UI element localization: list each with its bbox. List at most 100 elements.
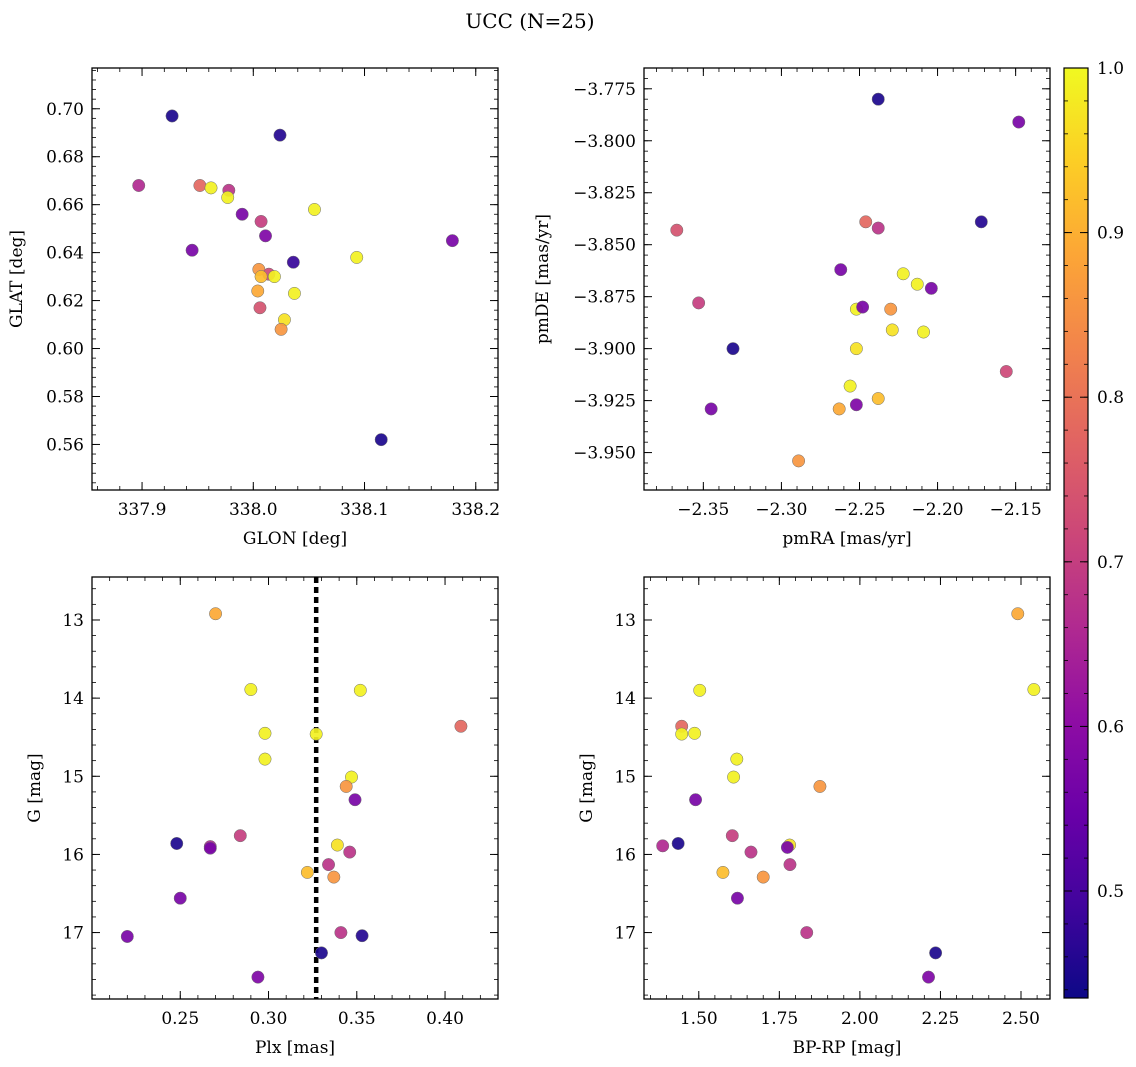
colorbar-tick-label: 0.8 xyxy=(1097,388,1124,408)
data-point xyxy=(675,727,689,741)
x-tick-label: 2.00 xyxy=(841,1009,879,1029)
colorbar-tick-label: 0.5 xyxy=(1097,882,1124,902)
y-tick-label: 0.66 xyxy=(46,196,84,216)
y-axis-label: pmDE [mas/yr] xyxy=(533,214,553,344)
data-point xyxy=(689,793,703,807)
data-point xyxy=(896,267,910,281)
data-point xyxy=(843,379,857,393)
data-point xyxy=(671,837,685,850)
x-tick-label: 338.1 xyxy=(340,500,389,520)
panel-pmra-pmde: −2.35 −2.30 −2.25 −2.20 −2.15 −3.950 −3.925 −3.… xyxy=(533,67,1051,549)
data-point xyxy=(834,263,848,277)
y-axis-label: G [mag] xyxy=(25,753,45,822)
data-point xyxy=(832,402,846,416)
data-point xyxy=(885,323,899,337)
data-point xyxy=(813,779,827,793)
data-point xyxy=(744,845,758,859)
data-point xyxy=(315,946,328,960)
axes-frame xyxy=(643,67,1051,491)
data-point xyxy=(209,607,223,621)
data-point xyxy=(910,277,924,291)
y-tick-label: 14 xyxy=(614,689,636,709)
x-tick-label: 0.40 xyxy=(426,1009,464,1029)
data-point xyxy=(286,255,300,269)
data-point xyxy=(185,243,199,257)
data-point xyxy=(656,839,670,853)
data-point xyxy=(917,325,930,339)
y-tick-label: −3.925 xyxy=(573,392,636,412)
data-point xyxy=(204,181,218,195)
x-tick-label: 338.0 xyxy=(229,500,278,520)
data-point xyxy=(253,301,267,315)
data-point xyxy=(244,683,258,696)
y-tick-label: −3.850 xyxy=(573,236,636,256)
data-point xyxy=(726,342,740,356)
y-tick-label: 15 xyxy=(614,767,636,787)
x-tick-label: −2.30 xyxy=(755,500,807,520)
data-point xyxy=(999,365,1013,378)
data-point xyxy=(871,92,885,106)
y-tick-label: 0.56 xyxy=(46,435,84,455)
x-tick-label: −2.15 xyxy=(990,500,1042,520)
x-tick-label: 2.25 xyxy=(922,1009,960,1029)
colorbar-tick-label: 0.6 xyxy=(1097,717,1124,737)
data-point xyxy=(254,215,268,228)
y-tick-label: 17 xyxy=(62,924,84,944)
data-point xyxy=(924,281,938,295)
x-tick-label: 0.30 xyxy=(250,1009,288,1029)
data-point xyxy=(454,719,468,733)
colorbar-tick-label: 1.0 xyxy=(1097,59,1124,79)
data-point xyxy=(353,683,367,697)
y-tick-label: −3.875 xyxy=(573,288,636,308)
data-point xyxy=(693,683,707,697)
x-tick-label: −2.35 xyxy=(677,500,729,520)
x-axis-label: pmRA [mas/yr] xyxy=(782,529,911,549)
colorbar: 0.5 0.6 0.7 0.8 0.9 1.0 xyxy=(1063,59,1124,999)
data-point xyxy=(258,752,272,766)
data-point xyxy=(173,891,187,905)
data-point xyxy=(1027,683,1041,696)
data-point xyxy=(355,929,369,943)
axes-frame xyxy=(643,576,1051,1000)
data-point xyxy=(259,229,272,243)
x-axis-label: BP-RP [mag] xyxy=(793,1038,902,1058)
x-axis-label: GLON [deg] xyxy=(243,529,347,549)
data-point xyxy=(974,215,988,229)
data-point xyxy=(327,870,341,884)
data-point xyxy=(203,841,217,855)
y-tick-label: −3.775 xyxy=(573,80,636,100)
data-point xyxy=(334,926,348,940)
y-tick-label: 0.68 xyxy=(46,148,84,168)
y-axis-label: GLAT [deg] xyxy=(7,230,27,328)
y-tick-label: −3.950 xyxy=(573,444,636,464)
data-point xyxy=(274,322,288,336)
y-tick-label: 17 xyxy=(614,924,636,944)
data-point xyxy=(730,891,744,905)
data-point xyxy=(233,829,247,843)
axes-frame xyxy=(91,576,499,1000)
data-point xyxy=(856,300,870,314)
data-point xyxy=(330,838,344,852)
x-tick-label: 0.25 xyxy=(161,1009,199,1029)
data-point xyxy=(871,392,885,405)
data-point xyxy=(339,779,353,793)
y-tick-label: 13 xyxy=(62,611,84,631)
data-point xyxy=(730,752,744,766)
data-point xyxy=(251,970,265,984)
colorbar-gradient xyxy=(1063,67,1089,999)
y-tick-label: −3.825 xyxy=(573,184,636,204)
data-point xyxy=(374,433,388,447)
x-axis-label: Plx [mas] xyxy=(255,1038,335,1058)
data-point xyxy=(725,829,739,843)
colorbar-tick-label: 0.7 xyxy=(1097,553,1124,573)
y-tick-label: 0.70 xyxy=(46,100,84,120)
data-point xyxy=(445,234,459,248)
y-tick-label: 0.60 xyxy=(46,340,84,360)
data-point xyxy=(692,296,706,310)
x-tick-label: 338.2 xyxy=(451,500,500,520)
data-point xyxy=(309,727,323,741)
y-tick-label: 16 xyxy=(62,845,84,865)
panel-bprp-g: 1.50 1.75 2.00 2.25 2.50 13 14 15 16 17 BP-RP [mag… xyxy=(577,576,1051,1058)
y-tick-label: −3.800 xyxy=(573,132,636,152)
